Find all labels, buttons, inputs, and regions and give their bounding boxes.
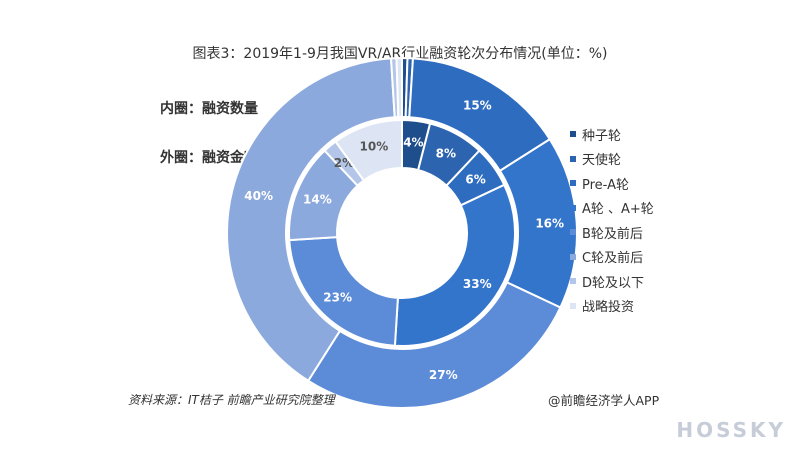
legend-item: 天使轮 xyxy=(570,147,654,172)
brand-watermark: HOSSKY xyxy=(676,418,786,442)
legend-swatch xyxy=(570,278,576,285)
legend-item: 种子轮 xyxy=(570,122,654,147)
legend-item: Pre-A轮 xyxy=(570,171,654,196)
legend-swatch xyxy=(570,131,576,138)
outer-ring-slice-4 xyxy=(306,281,562,409)
legend-label: D轮及以下 xyxy=(582,275,645,291)
legend-swatch xyxy=(570,229,576,236)
inner-ring-label-7: 10% xyxy=(360,139,389,153)
legend-item: B轮及前后 xyxy=(570,220,654,245)
legend-label: A轮 、A+轮 xyxy=(582,202,654,218)
legend-item: 战略投资 xyxy=(570,294,654,319)
legend-item: D轮及以下 xyxy=(570,269,654,294)
outer-ring-label-5: 40% xyxy=(244,189,273,203)
inner-ring-slice-3 xyxy=(393,183,516,347)
chart-legend: 种子轮天使轮 Pre-A轮 A轮 、A+轮 B轮及前后 C轮及前后 D轮及以下战略投资 xyxy=(570,122,654,318)
outer-ring-label-2: 15% xyxy=(463,99,492,113)
outer-ring-label-4: 27% xyxy=(429,368,458,382)
legend-swatch xyxy=(570,253,576,260)
chart-title: 图表3：2019年1-9月我国VR/AR行业融资轮次分布情况(单位：%) xyxy=(192,46,608,62)
inner-ring-label-5: 14% xyxy=(303,193,332,207)
inner-ring-label-0: 4% xyxy=(403,136,423,150)
outer-ring-label-3: 16% xyxy=(535,217,564,231)
legend-label: 种子轮 xyxy=(582,128,622,144)
inner-ring-slice-7 xyxy=(334,118,403,182)
legend-item: C轮及前后 xyxy=(570,245,654,270)
legend-swatch xyxy=(570,155,576,162)
inner-ring-note: 内圈：融资数量 xyxy=(160,101,258,117)
outer-ring-slice-5 xyxy=(226,57,396,383)
legend-label: Pre-A轮 xyxy=(582,177,629,193)
legend-label: B轮及前后 xyxy=(582,226,643,242)
legend-label: 战略投资 xyxy=(582,300,635,316)
inner-ring-label-2: 6% xyxy=(465,173,485,187)
inner-ring-slice-4 xyxy=(288,236,399,347)
legend-label: 天使轮 xyxy=(582,153,622,169)
legend-label: C轮及前后 xyxy=(582,251,644,267)
legend-swatch xyxy=(570,180,576,187)
legend-swatch xyxy=(570,204,576,211)
inner-ring-label-4: 23% xyxy=(323,290,352,304)
source-note: 资料来源：IT桔子 前瞻产业研究院整理 xyxy=(128,393,335,407)
inner-ring-label-3: 33% xyxy=(463,277,492,291)
inner-ring-label-1: 8% xyxy=(436,146,456,160)
legend-swatch xyxy=(570,302,576,309)
credit-text: @前瞻经济学人APP xyxy=(548,393,660,408)
outer-ring-note: 外圈：融资金额 xyxy=(160,150,258,166)
legend-item: A轮 、A+轮 xyxy=(570,196,654,221)
outer-ring-slice-7 xyxy=(395,56,403,119)
